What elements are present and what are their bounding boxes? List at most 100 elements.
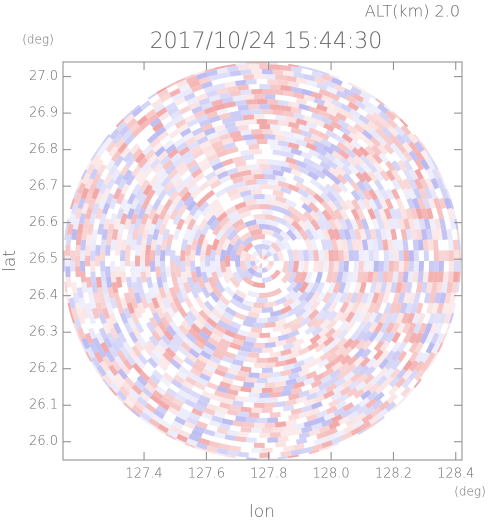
echo-cell xyxy=(256,118,268,125)
echo-cell xyxy=(250,208,262,216)
echo-cell xyxy=(118,385,130,397)
echo-cell xyxy=(201,390,214,399)
echo-cell xyxy=(160,334,172,346)
echo-cell xyxy=(165,244,172,256)
echo-cell xyxy=(319,351,332,362)
echo-cell xyxy=(239,324,252,333)
echo-cell xyxy=(259,372,271,379)
echo-cell xyxy=(397,350,408,363)
echo-cell xyxy=(193,318,205,330)
echo-cell xyxy=(247,246,256,255)
echo-cell xyxy=(234,289,247,300)
echo-cell xyxy=(183,195,195,207)
echo-cell xyxy=(277,375,290,382)
echo-cell xyxy=(264,442,276,448)
echo-cell xyxy=(441,302,450,315)
echo-cell xyxy=(269,204,282,213)
echo-cell xyxy=(245,356,257,363)
echo-cell xyxy=(122,169,133,181)
echo-cell xyxy=(275,134,287,142)
echo-cell xyxy=(122,151,134,163)
echo-cell xyxy=(272,210,285,219)
echo-cell xyxy=(373,170,384,182)
echo-cell xyxy=(237,64,249,71)
echo-cell xyxy=(117,178,127,191)
echo-cell xyxy=(423,261,429,272)
echo-cell xyxy=(77,312,86,325)
echo-cell xyxy=(442,239,449,251)
echo-cell xyxy=(102,322,111,335)
echo-cell xyxy=(239,189,252,198)
echo-cell xyxy=(177,165,190,177)
echo-cell xyxy=(307,249,315,261)
echo-cell xyxy=(119,261,126,272)
echo-cell xyxy=(263,257,270,261)
echo-cell xyxy=(394,302,403,315)
echo-cell xyxy=(370,104,382,115)
echo-cell xyxy=(241,235,255,247)
echo-cell xyxy=(150,239,158,251)
echo-cell xyxy=(282,171,295,180)
echo-cell xyxy=(304,281,315,294)
echo-cell xyxy=(323,261,329,273)
echo-cell xyxy=(180,238,188,251)
echo-cell xyxy=(286,281,298,293)
echo-cell xyxy=(154,385,167,396)
echo-cell xyxy=(310,357,323,367)
echo-cell xyxy=(185,352,198,363)
echo-cell xyxy=(239,231,252,242)
echo-cell xyxy=(343,249,350,261)
echo-cell xyxy=(320,374,333,384)
echo-cell xyxy=(95,234,103,246)
echo-cell xyxy=(124,134,135,146)
echo-cell xyxy=(420,158,430,171)
echo-cell xyxy=(216,385,229,394)
echo-cell xyxy=(330,391,343,402)
echo-cell xyxy=(81,202,90,215)
echo-cell xyxy=(120,183,130,195)
y-tick-label: 26.0 xyxy=(29,434,58,449)
echo-cell xyxy=(206,131,219,141)
echo-cell xyxy=(300,109,313,118)
echo-cell xyxy=(91,281,98,294)
echo-cell xyxy=(190,249,196,261)
echo-cell xyxy=(298,124,310,133)
echo-cell xyxy=(245,397,257,403)
echo-cell xyxy=(152,162,164,174)
echo-cell xyxy=(157,360,169,372)
echo-cell xyxy=(105,141,116,153)
echo-cell xyxy=(211,394,224,403)
echo-cell xyxy=(358,261,364,272)
echo-cell xyxy=(376,218,385,230)
echo-cell xyxy=(152,311,162,324)
echo-cell xyxy=(87,312,97,325)
echo-cell xyxy=(324,151,337,162)
echo-cell xyxy=(431,342,441,354)
echo-cell xyxy=(282,130,295,138)
echo-cell xyxy=(280,64,292,72)
echo-cell xyxy=(175,141,188,152)
echo-cell xyxy=(216,170,229,180)
echo-cell xyxy=(302,332,315,343)
echo-cell xyxy=(334,345,347,357)
echo-cell xyxy=(136,233,143,246)
echo-cell xyxy=(408,250,414,261)
echo-cell xyxy=(229,151,242,159)
echo-cell xyxy=(343,228,352,241)
echo-cell xyxy=(120,239,127,251)
echo-cell xyxy=(275,296,288,306)
echo-cell xyxy=(203,428,216,437)
echo-cell xyxy=(272,365,284,373)
echo-cell xyxy=(343,181,355,193)
echo-cell xyxy=(75,276,82,288)
echo-cell xyxy=(333,291,343,304)
echo-cell xyxy=(451,228,458,241)
echo-cell xyxy=(280,105,292,112)
echo-cell xyxy=(397,169,408,181)
echo-cell xyxy=(249,228,262,237)
echo-cell xyxy=(80,187,90,200)
echo-cell xyxy=(262,129,273,135)
echo-cell xyxy=(279,230,292,242)
echo-cell xyxy=(99,213,107,225)
echo-cell xyxy=(105,317,115,330)
